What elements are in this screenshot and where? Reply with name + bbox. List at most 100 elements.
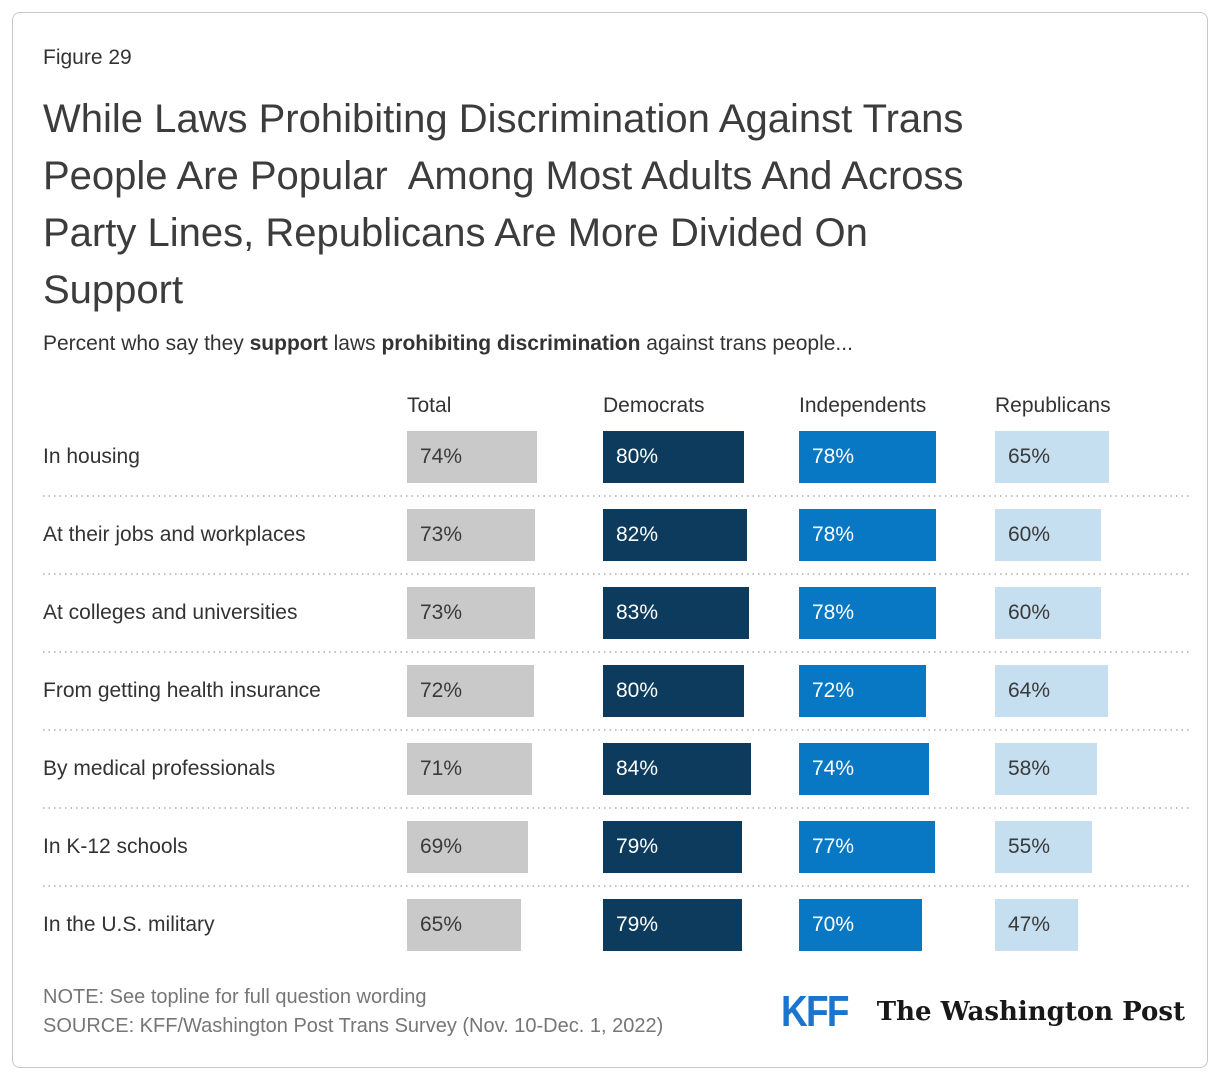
row-separator [43, 807, 1191, 809]
washington-post-logo: The Washington Post [876, 997, 1185, 1027]
bar-cell-republicans: 55% [995, 821, 1191, 873]
row-label: In the U.S. military [43, 913, 215, 936]
bar-democrats: 84% [603, 743, 751, 795]
bar-value: 60% [1008, 523, 1051, 546]
col-header-total: Total [407, 394, 452, 417]
bar-cell-democrats: 82% [603, 509, 799, 561]
page-title-line: Support [43, 268, 184, 312]
bar-republicans: 60% [995, 509, 1101, 561]
bar-value: 80% [616, 445, 659, 468]
bar-value: 74% [420, 445, 463, 468]
table-row: In K-12 schools 69% 79% 77% 55% [43, 809, 1191, 885]
row-separator [43, 651, 1191, 653]
bar-cell-democrats: 80% [603, 665, 799, 717]
bar-republicans: 64% [995, 665, 1108, 717]
bar-value: 47% [1008, 913, 1051, 936]
bar-value: 65% [1008, 445, 1051, 468]
source-text: SOURCE: KFF/Washington Post Trans Survey… [43, 1015, 664, 1037]
subtitle-segment: prohibiting discrimination [381, 332, 641, 355]
bar-independents: 74% [799, 743, 929, 795]
figure-card: Figure 29 While Laws Prohibiting Discrim… [12, 12, 1208, 1068]
bar-value: 80% [616, 679, 659, 702]
page-title-line: Party Lines, Republicans Are More Divide… [43, 211, 868, 255]
figure-label: Figure 29 [43, 46, 132, 69]
footer-logos: KFF The Washington Post [781, 987, 1191, 1037]
row-separator [43, 885, 1191, 887]
bar-value: 73% [420, 601, 463, 624]
footer: NOTE: See topline for full question word… [43, 983, 1191, 1041]
bar-value: 78% [812, 601, 855, 624]
bar-value: 78% [812, 445, 855, 468]
bar-cell-independents: 77% [799, 821, 995, 873]
bar-republicans: 47% [995, 899, 1078, 951]
bar-value: 83% [616, 601, 659, 624]
bar-cell-republicans: 58% [995, 743, 1191, 795]
row-label: In housing [43, 445, 140, 468]
bar-cell-total: 73% [407, 587, 603, 639]
bar-cell-democrats: 79% [603, 821, 799, 873]
bar-independents: 78% [799, 431, 936, 483]
bar-cell-total: 74% [407, 431, 603, 483]
bar-democrats: 80% [603, 431, 744, 483]
col-header-democrats: Democrats [603, 394, 705, 417]
table-row: At their jobs and workplaces 73% 82% 78% 60% [43, 497, 1191, 573]
bar-total: 73% [407, 587, 535, 639]
subtitle-segment: Percent who say they [43, 332, 250, 355]
bar-cell-republicans: 60% [995, 587, 1191, 639]
subtitle-segment: support [249, 332, 328, 355]
bar-democrats: 82% [603, 509, 747, 561]
table-row: From getting health insurance 72% 80% 72% 64… [43, 653, 1191, 729]
col-header-republicans: Republicans [995, 394, 1111, 417]
bar-total: 69% [407, 821, 528, 873]
bar-value: 74% [812, 757, 855, 780]
kff-logo: KFF [781, 987, 849, 1036]
bar-cell-democrats: 79% [603, 899, 799, 951]
row-separator [43, 573, 1191, 575]
note-text: NOTE: See topline for full question word… [43, 986, 427, 1008]
bar-cell-independents: 78% [799, 587, 995, 639]
bar-value: 71% [420, 757, 463, 780]
bar-republicans: 58% [995, 743, 1097, 795]
bar-cell-independents: 78% [799, 509, 995, 561]
bar-cell-republicans: 64% [995, 665, 1191, 717]
row-label: In K-12 schools [43, 835, 188, 858]
bar-value: 79% [616, 835, 659, 858]
bar-independents: 78% [799, 587, 936, 639]
subtitle-segment: against trans people... [640, 332, 853, 355]
bar-cell-republicans: 60% [995, 509, 1191, 561]
row-label: At their jobs and workplaces [43, 523, 306, 546]
bar-democrats: 80% [603, 665, 744, 717]
column-header-spacer [43, 393, 407, 419]
bar-democrats: 79% [603, 821, 742, 873]
bar-cell-independents: 74% [799, 743, 995, 795]
subtitle: Percent who say they support laws prohib… [43, 331, 1191, 357]
bar-value: 72% [812, 679, 855, 702]
table-row: By medical professionals 71% 84% 74% 58% [43, 731, 1191, 807]
bar-independents: 77% [799, 821, 935, 873]
footer-notes: NOTE: See topline for full question word… [43, 983, 663, 1041]
bar-cell-independents: 78% [799, 431, 995, 483]
bar-cell-independents: 72% [799, 665, 995, 717]
bar-value: 55% [1008, 835, 1051, 858]
bar-value: 69% [420, 835, 463, 858]
bar-independents: 78% [799, 509, 936, 561]
bar-cell-democrats: 84% [603, 743, 799, 795]
table-row: In housing 74% 80% 78% 65% [43, 419, 1191, 495]
row-label: At colleges and universities [43, 601, 298, 624]
subtitle-segment: laws [327, 332, 382, 355]
bar-total: 65% [407, 899, 521, 951]
page-title-line: People Are Popular Among Most Adults And… [43, 154, 964, 198]
bar-value: 58% [1008, 757, 1051, 780]
column-headers: Total Democrats Independents Republicans [43, 393, 1191, 419]
bar-total: 74% [407, 431, 537, 483]
bar-cell-total: 71% [407, 743, 603, 795]
bar-value: 64% [1008, 679, 1051, 702]
bar-value: 73% [420, 523, 463, 546]
bar-value: 65% [420, 913, 463, 936]
page-title: While Laws Prohibiting Discrimination Ag… [43, 91, 1191, 319]
bar-value: 70% [812, 913, 855, 936]
row-separator [43, 729, 1191, 731]
bar-cell-republicans: 47% [995, 899, 1191, 951]
bar-value: 79% [616, 913, 659, 936]
bar-value: 77% [812, 835, 855, 858]
